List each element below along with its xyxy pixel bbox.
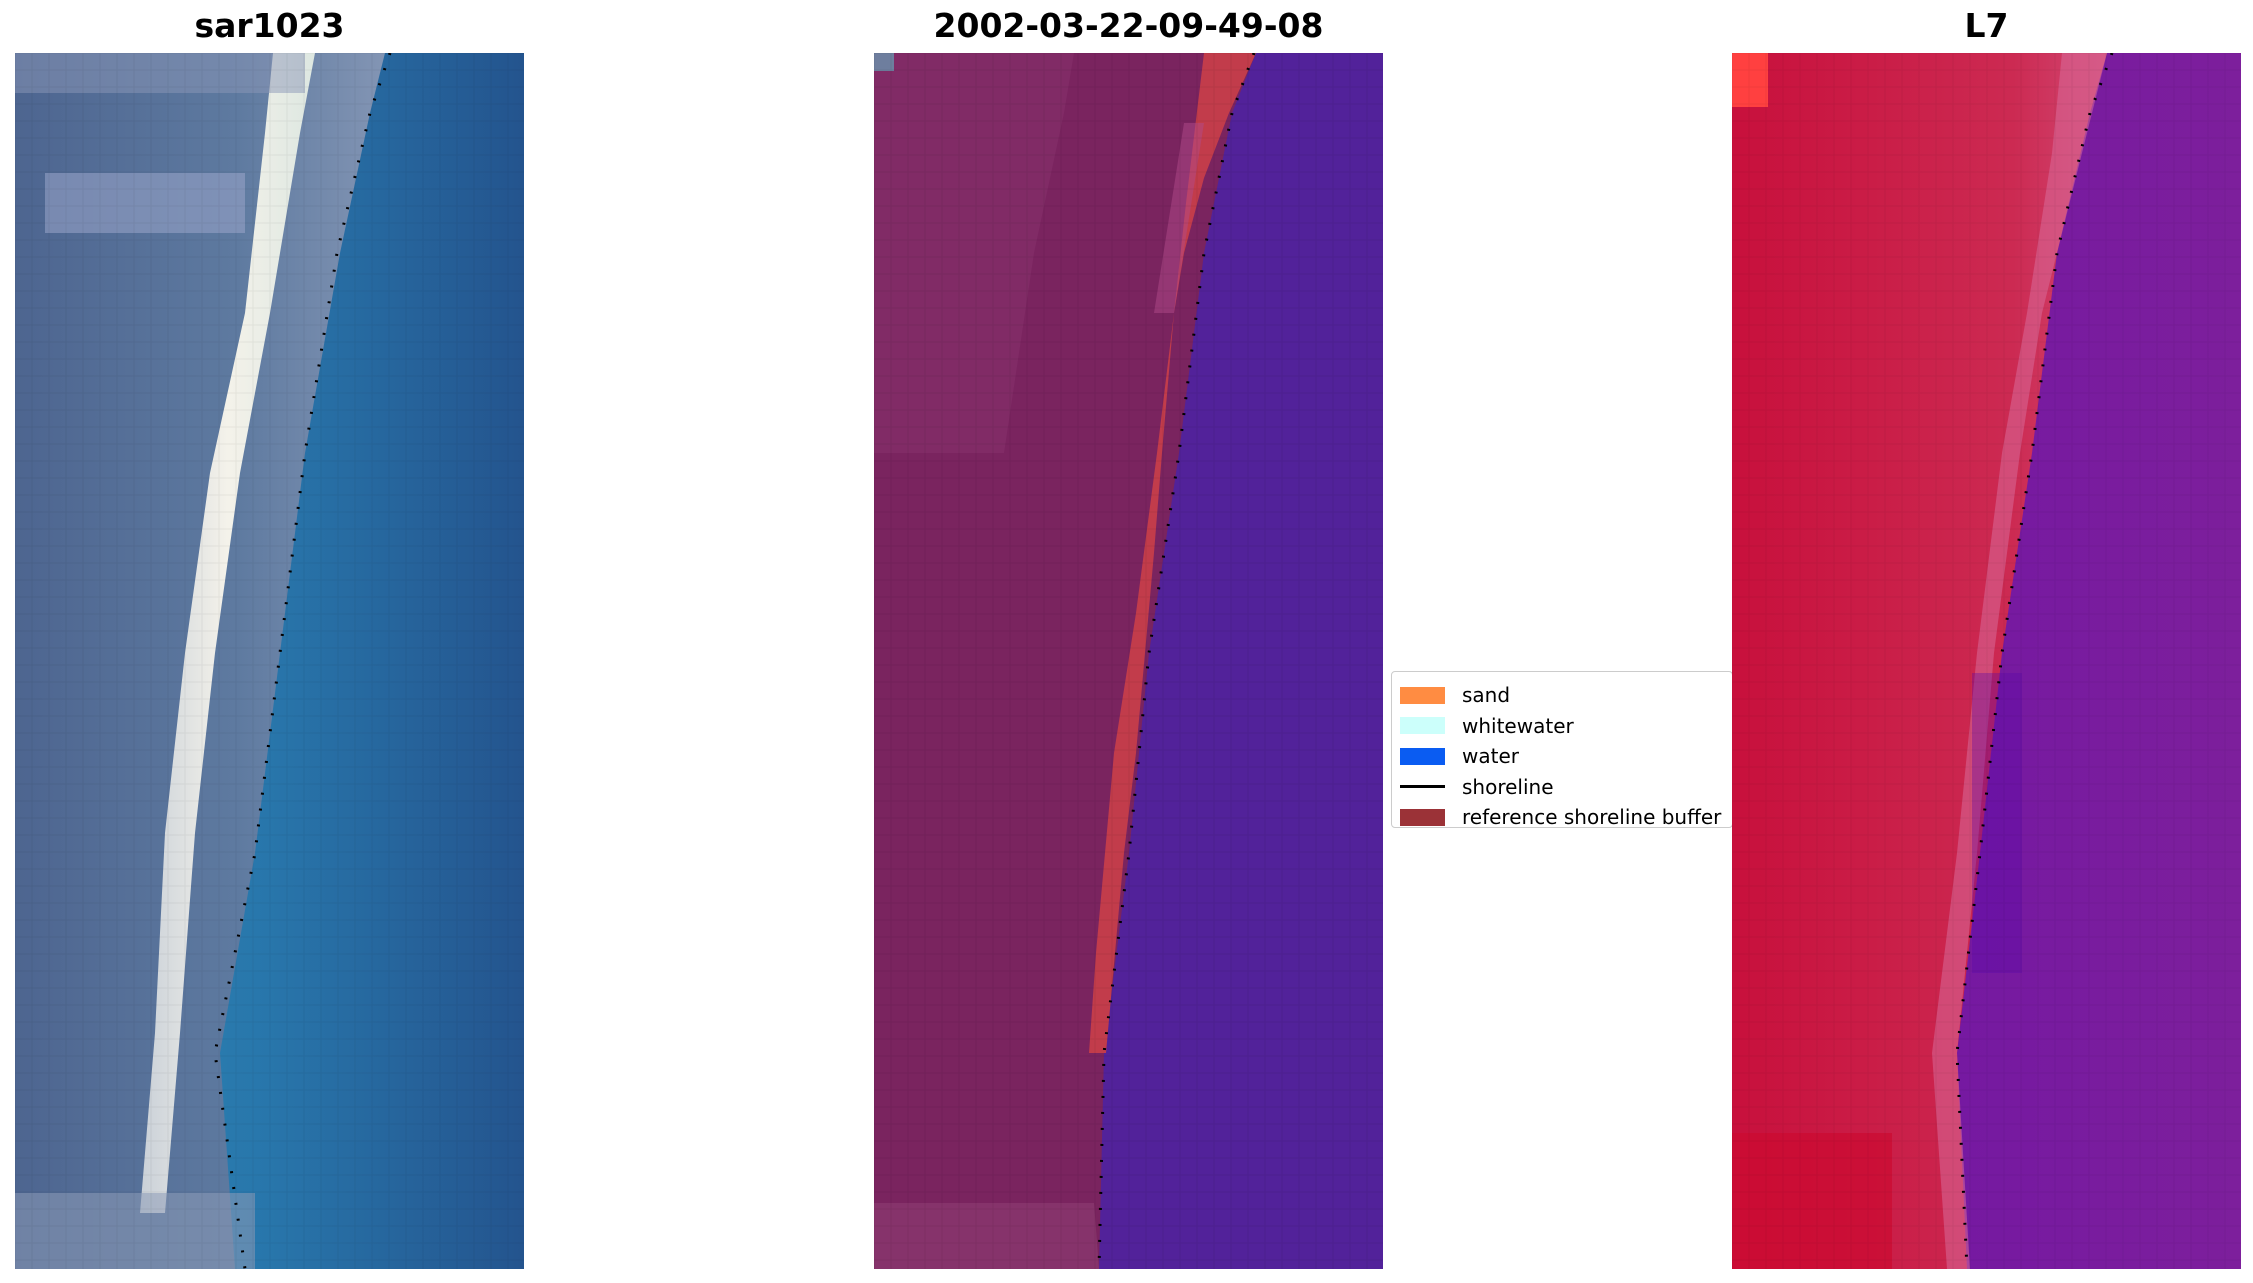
- legend-label-reference-buffer: reference shoreline buffer: [1462, 805, 1722, 830]
- legend-label-whitewater: whitewater: [1462, 713, 1574, 738]
- legend-swatch-water: [1400, 747, 1445, 765]
- legend-item-water: water: [1400, 741, 1724, 772]
- panel-title-classified: 2002-03-22-09-49-08: [933, 6, 1324, 45]
- classified-image: [874, 53, 1383, 1269]
- legend-label-water: water: [1462, 744, 1519, 769]
- legend-item-sand: sand: [1400, 680, 1724, 711]
- legend: sand whitewater water shoreline referenc…: [1391, 671, 1733, 829]
- panel-title-rgb: sar1023: [194, 6, 345, 45]
- legend-item-reference-buffer: reference shoreline buffer: [1400, 802, 1724, 833]
- rgb-satellite-image: [15, 53, 524, 1269]
- legend-swatch-shoreline: [1400, 785, 1445, 789]
- legend-label-shoreline: shoreline: [1462, 774, 1554, 799]
- index-image: [1732, 53, 2241, 1269]
- legend-item-shoreline: shoreline: [1400, 772, 1724, 803]
- legend-label-sand: sand: [1462, 683, 1511, 708]
- legend-swatch-reference-buffer: [1400, 808, 1445, 826]
- legend-swatch-whitewater: [1400, 717, 1445, 735]
- panel-title-index: L7: [1964, 6, 2009, 45]
- legend-item-whitewater: whitewater: [1400, 711, 1724, 742]
- legend-swatch-sand: [1400, 686, 1445, 704]
